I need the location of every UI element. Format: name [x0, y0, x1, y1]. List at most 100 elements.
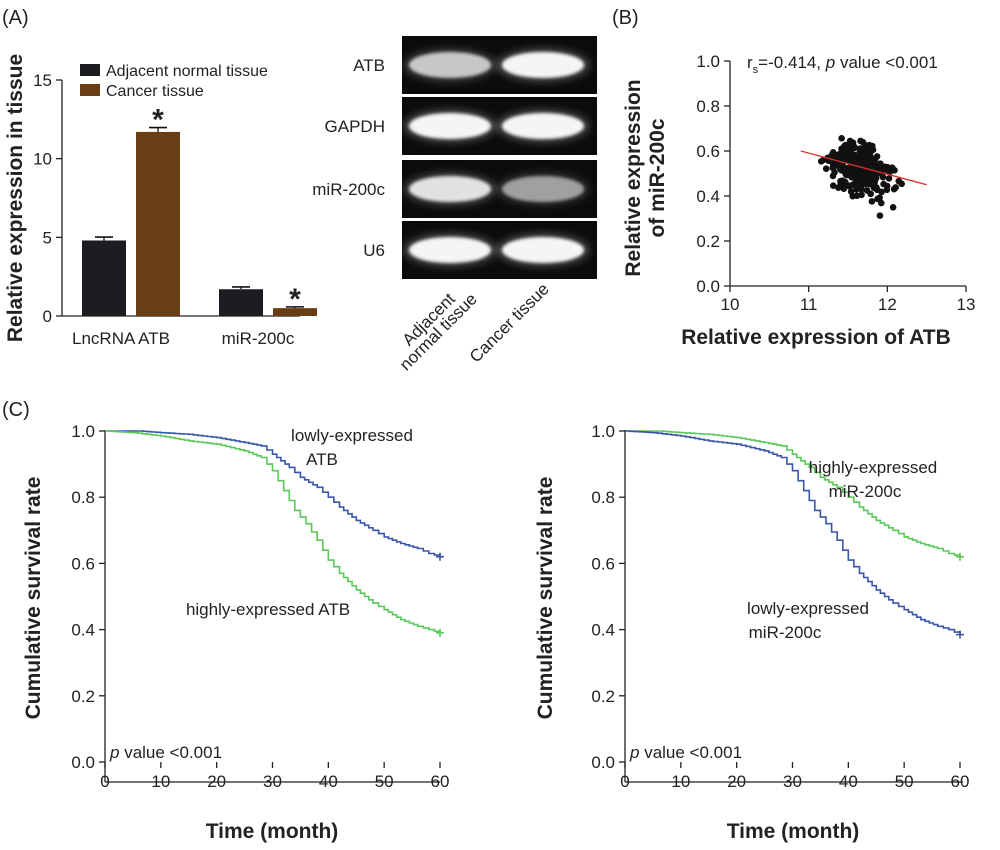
survival-left-x-tick-label: 30 — [263, 772, 282, 791]
survival-right-y-tick-label: 1.0 — [591, 422, 615, 441]
gel-band-glow — [403, 233, 497, 267]
survival-left-curve — [105, 430, 441, 557]
legend-label-cancer: Cancer tissue — [106, 83, 204, 100]
scatter-x-axis-label: Relative expression of ATB — [681, 326, 951, 349]
scatter-point — [877, 166, 884, 173]
legend-swatch-cancer — [80, 84, 100, 96]
survival-left-y-tick-label: 0.0 — [71, 753, 95, 772]
scatter-points — [817, 135, 905, 219]
scatter-point — [829, 182, 837, 189]
scatter-point — [829, 149, 837, 156]
scatter-point — [868, 198, 876, 205]
scatter-point — [883, 182, 891, 190]
scatter-point — [854, 173, 862, 180]
bar-y-tick-label: 10 — [33, 150, 52, 169]
scatter-ticks: 10 11 12 13 0.0 0.2 0.4 0.6 0.8 1.0 — [696, 52, 975, 314]
panel-label-a: (A) — [2, 7, 29, 29]
survival-right-y-tick-label: 0.2 — [591, 687, 615, 706]
scatter-point — [846, 137, 854, 145]
survival-chart-right: 0 10 20 30 40 50 60 0.0 0.2 0.4 0.6 0.8 1.0 Time (mo… — [534, 422, 969, 843]
survival-right-curve — [625, 430, 961, 635]
scatter-point — [842, 149, 850, 156]
scatter-point — [822, 165, 830, 172]
survival-left-x-tick-label: 0 — [100, 772, 109, 791]
scatter-point — [863, 187, 871, 194]
gel-row-label: ATB — [353, 56, 385, 75]
scatter-point — [829, 172, 837, 180]
scatter-y-tick-label: 0.8 — [696, 97, 720, 116]
gel-row-label: miR-200c — [312, 180, 385, 199]
scatter-correlation-annotation: rs=-0.414, p value <0.001 — [747, 53, 938, 76]
scatter-point — [836, 165, 844, 173]
survival-right-y-tick-label: 0.6 — [591, 554, 615, 573]
gel-band — [409, 113, 491, 139]
gel-band — [502, 52, 584, 78]
bar-y-ticks: 0 5 10 15 — [33, 71, 62, 326]
survival-right-x-tick-label: 0 — [620, 772, 629, 791]
bar — [219, 289, 263, 316]
survival-left-x-tick-label: 40 — [319, 772, 338, 791]
survival-left-label-highly: highly-expressed ATB — [186, 600, 350, 619]
scatter-point — [879, 173, 887, 181]
gel-row-label: U6 — [363, 241, 385, 260]
legend-label-normal: Adjacent normal tissue — [106, 63, 268, 80]
survival-right-y-tick-label: 0.4 — [591, 621, 615, 640]
survival-left-x-tick-label: 10 — [151, 772, 170, 791]
gel-band-glow — [403, 48, 497, 82]
scatter-chart: 10 11 12 13 0.0 0.2 0.4 0.6 0.8 1.0 Relative expr… — [622, 52, 975, 349]
gel-lane-label-cancer: Cancer tissue — [466, 279, 553, 366]
scatter-point — [869, 146, 877, 154]
survival-right-ticks: 0 10 20 30 40 50 60 0.0 0.2 0.4 0.6 0.8 1.0 — [591, 422, 969, 791]
survival-right-label-highly-line2: miR-200c — [829, 482, 902, 501]
bar-y-tick-label: 5 — [43, 228, 52, 247]
survival-right-x-tick-label: 30 — [783, 772, 802, 791]
scatter-point — [898, 180, 905, 188]
scatter-point — [849, 192, 857, 200]
survival-left-x-axis-label: Time (month) — [206, 820, 339, 843]
scatter-point — [842, 165, 850, 172]
survival-right-label-lowly-line2: miR-200c — [749, 623, 822, 642]
scatter-point — [874, 195, 881, 203]
scatter-x-tick-label: 12 — [878, 295, 897, 314]
scatter-point — [860, 158, 867, 165]
scatter-point — [852, 157, 860, 165]
survival-chart-left: 0 10 20 30 40 50 60 0.0 0.2 0.4 0.6 0.8 1.0 Time (mo… — [22, 422, 449, 843]
scatter-point — [866, 180, 873, 188]
gel-rows: ATB GAPDH miR-200c U6 — [312, 36, 597, 279]
scatter-point — [889, 204, 897, 211]
scatter-point — [885, 175, 893, 182]
gel-band-glow — [496, 172, 590, 206]
scatter-point — [885, 168, 893, 175]
scatter-y-tick-label: 0.0 — [696, 277, 720, 296]
survival-right-label-highly-line1: highly-expressed — [809, 458, 938, 477]
survival-left-y-axis-label: Cumulative survival rate — [22, 477, 45, 720]
gel-band — [502, 176, 584, 202]
survival-right-x-axis-label: Time (month) — [727, 820, 860, 843]
gel-band — [409, 176, 491, 202]
scatter-y-tick-label: 1.0 — [696, 52, 720, 71]
significance-star: * — [152, 104, 164, 137]
survival-right-curves — [625, 430, 964, 639]
bar — [82, 240, 126, 316]
bar-y-tick-label: 0 — [43, 307, 52, 326]
gel-band-glow — [496, 109, 590, 143]
gel-band — [409, 52, 491, 78]
bar-series: ** — [82, 104, 317, 316]
survival-right-y-tick-label: 0.0 — [591, 753, 615, 772]
survival-left-x-tick-label: 50 — [375, 772, 394, 791]
survival-left-label-lowly-line1: lowly-expressed — [291, 426, 413, 445]
survival-left-label-lowly-line2: ATB — [306, 450, 338, 469]
survival-left-x-tick-label: 60 — [431, 772, 450, 791]
survival-right-y-tick-label: 0.8 — [591, 488, 615, 507]
scatter-point — [850, 144, 858, 152]
scatter-y-tick-label: 0.4 — [696, 187, 720, 206]
gel-band-glow — [403, 109, 497, 143]
gel-row-label: GAPDH — [325, 117, 385, 136]
survival-right-curve — [625, 430, 961, 557]
scatter-point — [863, 142, 870, 149]
survival-left-y-tick-label: 1.0 — [71, 422, 95, 441]
scatter-x-tick-label: 11 — [800, 295, 818, 314]
survival-left-y-tick-label: 0.4 — [71, 621, 95, 640]
